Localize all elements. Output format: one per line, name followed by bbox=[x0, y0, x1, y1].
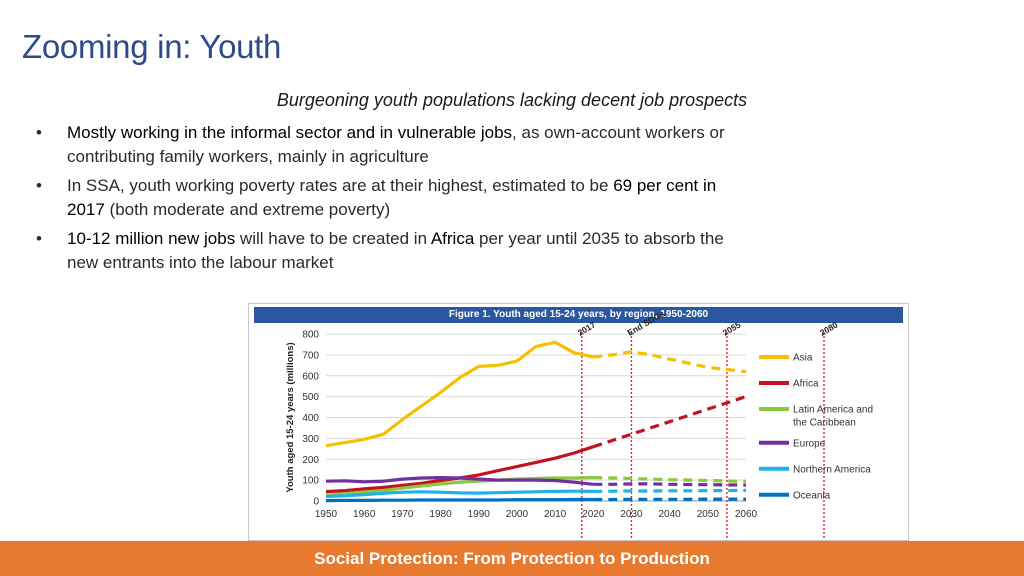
slide-title: Zooming in: Youth bbox=[22, 28, 282, 65]
x-tick-label: 2020 bbox=[582, 509, 605, 520]
x-tick-label: 1960 bbox=[353, 509, 376, 520]
series-line-projection bbox=[593, 488, 747, 493]
x-tick-label: 2060 bbox=[735, 509, 758, 520]
bullet-marker: • bbox=[36, 123, 42, 142]
bullet-highlight: 69 per cent in 2017 bbox=[67, 176, 717, 219]
bullet-marker: • bbox=[36, 229, 42, 248]
legend-label: Latin America and bbox=[793, 405, 873, 416]
slide-subtitle: Burgeoning youth populations lacking dec… bbox=[276, 90, 748, 110]
y-tick-label: 100 bbox=[302, 476, 319, 487]
bullet-highlight: Mostly working in the informal sector an… bbox=[67, 123, 513, 142]
bullet-item: • In SSA, youth working poverty rates ar… bbox=[36, 174, 756, 221]
bullet-item: • Mostly working in the informal sector … bbox=[36, 121, 756, 168]
x-tick-label: 2050 bbox=[697, 509, 720, 520]
milestone-label: End SDGs bbox=[625, 308, 666, 338]
youth-population-chart: 0 100 200 300 400 500 600 700 800 1950 1960 1970 198… bbox=[285, 308, 873, 540]
footer-bar: Social Protection: From Protection to Pr… bbox=[0, 541, 1024, 576]
series-line-historical bbox=[325, 476, 594, 486]
x-tick-label: 2000 bbox=[506, 509, 529, 520]
series-line-projection bbox=[593, 350, 747, 374]
bullet-text: In SSA, youth working poverty rates are … bbox=[67, 176, 614, 195]
milestone-label: 2017 bbox=[576, 319, 598, 337]
y-tick-label: 600 bbox=[302, 371, 319, 382]
series-line-historical bbox=[325, 476, 594, 497]
series-line-projection bbox=[593, 476, 747, 483]
bullet-text: will have to be created in bbox=[235, 229, 431, 248]
y-tick-label: 200 bbox=[302, 455, 319, 466]
legend-label: Northern America bbox=[793, 464, 871, 475]
x-tick-label: 1990 bbox=[468, 509, 491, 520]
bullet-text: , as own-account workers or contributing… bbox=[67, 123, 725, 166]
x-tick-label: 1970 bbox=[391, 509, 414, 520]
bullet-highlight: 10-12 million new jobs bbox=[67, 229, 236, 248]
bullet-marker: • bbox=[36, 176, 42, 195]
series-line-projection bbox=[593, 482, 747, 487]
y-tick-label: 300 bbox=[302, 434, 319, 445]
bullet-list: • Mostly working in the informal sector … bbox=[36, 121, 756, 280]
series-line-historical bbox=[325, 340, 594, 448]
milestone-label: 2080 bbox=[818, 319, 840, 337]
legend-label: Europe bbox=[793, 438, 826, 449]
x-tick-label: 1980 bbox=[429, 509, 452, 520]
series-line-historical bbox=[325, 489, 594, 498]
y-tick-label: 500 bbox=[302, 392, 319, 403]
bullet-highlight: Africa bbox=[430, 229, 475, 248]
legend-label: Africa bbox=[793, 379, 819, 390]
footer-text: Social Protection: From Protection to Pr… bbox=[314, 549, 710, 568]
x-tick-label: 1950 bbox=[315, 509, 338, 520]
x-tick-label: 2010 bbox=[544, 509, 567, 520]
milestone-label: 2055 bbox=[721, 319, 743, 337]
series-line-historical bbox=[325, 497, 594, 503]
x-tick-label: 2040 bbox=[659, 509, 682, 520]
y-tick-label: 800 bbox=[302, 330, 319, 341]
legend-label: Asia bbox=[793, 353, 813, 364]
chart-title: Figure 1. Youth aged 15-24 years, by reg… bbox=[254, 307, 903, 323]
y-tick-label: 400 bbox=[302, 413, 319, 424]
series-line-historical bbox=[325, 445, 594, 494]
bullet-text: (both moderate and extreme poverty) bbox=[104, 199, 391, 219]
legend-label: Oceania bbox=[793, 490, 831, 501]
y-tick-label: 700 bbox=[302, 350, 319, 361]
y-axis-label: Youth aged 15-24 years (millions) bbox=[285, 342, 296, 492]
series-line-projection bbox=[592, 395, 747, 449]
figure-frame: Figure 1. Youth aged 15-24 years, by reg… bbox=[248, 303, 909, 541]
bullet-item: • 10-12 million new jobs will have to be… bbox=[36, 227, 756, 274]
legend-label: the Caribbean bbox=[793, 418, 856, 429]
bullet-text: per year until 2035 to absorb the new en… bbox=[67, 229, 724, 272]
x-tick-label: 2030 bbox=[620, 509, 643, 520]
y-tick-label: 0 bbox=[313, 497, 319, 508]
